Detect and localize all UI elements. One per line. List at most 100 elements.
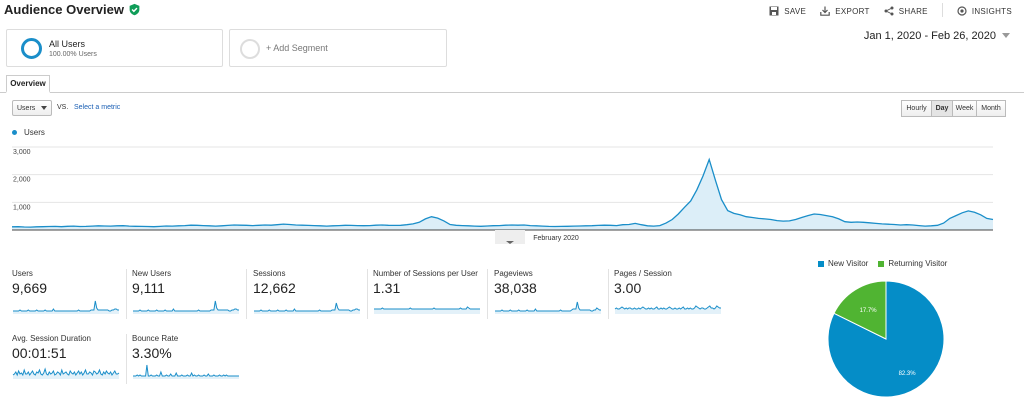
date-range-label: Jan 1, 2020 - Feb 26, 2020 — [863, 30, 996, 42]
metric-sparkline — [13, 300, 119, 314]
page-title-wrap: Audience Overview — [4, 2, 141, 17]
add-segment-label: + Add Segment — [266, 43, 328, 53]
metric-value: 00:01:51 — [12, 345, 67, 361]
export-label: EXPORT — [835, 6, 870, 16]
metric-value: 38,038 — [494, 280, 537, 296]
sparkline-fill — [495, 302, 601, 314]
metric-pageviews[interactable]: Pageviews 38,038 — [494, 269, 604, 319]
metric-divider — [487, 269, 488, 319]
sparkline-fill — [133, 365, 239, 379]
report-actions: SAVE EXPORT SHARE INSIGHTS — [769, 3, 1012, 17]
share-icon — [884, 6, 894, 16]
sparkline-line — [133, 364, 239, 377]
users-area-fill — [12, 159, 993, 230]
metric-value: 3.00 — [614, 280, 642, 296]
metric-sparkline — [495, 301, 601, 314]
metric-sparkline — [133, 300, 239, 314]
sparkline-fill — [254, 303, 360, 314]
metric-select-value: Users — [17, 104, 36, 112]
legend-returning-visitor-label: Returning Visitor — [888, 259, 948, 268]
pie-slice-label: 82.3% — [899, 371, 917, 377]
granularity-month[interactable]: Month — [976, 100, 1006, 117]
visitor-type-pie-chart: 82.3% 17.7% — [827, 280, 945, 398]
metric-label: Number of Sessions per User — [373, 269, 478, 278]
y-tick-label: 1,000 — [13, 204, 31, 211]
sparkline-line — [614, 305, 721, 310]
date-range-picker[interactable]: Jan 1, 2020 - Feb 26, 2020 — [864, 30, 1010, 42]
users-series-dot — [12, 130, 17, 135]
sparkline-fill — [374, 307, 480, 314]
metric-divider — [608, 269, 609, 319]
segment-name: All Users — [49, 39, 86, 49]
y-tick-label: 3,000 — [13, 149, 31, 156]
sparkline-line — [12, 367, 120, 377]
tab-overview[interactable]: Overview — [6, 75, 50, 93]
vs-label: VS. — [57, 104, 69, 111]
legend-returning-visitor[interactable]: Returning Visitor — [878, 259, 947, 268]
users-over-time-chart: 1,000 2,000 3,000 February 2020 — [11, 146, 994, 244]
insights-icon — [957, 6, 967, 16]
save-icon — [769, 6, 779, 16]
select-metric-link[interactable]: Select a metric — [74, 104, 121, 111]
legend-new-visitor[interactable]: New Visitor — [818, 259, 868, 268]
metric-number-of-sessions-per-user[interactable]: Number of Sessions per User 1.31 — [373, 269, 483, 319]
metric-new-users[interactable]: New Users 9,111 — [132, 269, 242, 319]
new-visitor-swatch — [818, 260, 824, 267]
metric-sparkline — [12, 367, 120, 379]
metric-label: Avg. Session Duration — [12, 334, 92, 343]
metric-label: Pageviews — [494, 269, 533, 278]
metric-value: 9,111 — [132, 280, 165, 296]
sparkline-fill — [615, 306, 721, 314]
granularity-hourly[interactable]: Hourly — [901, 100, 932, 117]
metric-value: 3.30% — [132, 345, 172, 361]
pie-slice-label: 17.7% — [860, 308, 878, 314]
metric-label: Sessions — [253, 269, 286, 278]
scroll-handle — [495, 230, 525, 244]
export-icon — [820, 6, 830, 16]
users-series-label: Users — [24, 128, 45, 137]
sparkline-line — [254, 302, 360, 312]
pie-legend: New Visitor Returning Visitor — [818, 259, 947, 268]
metric-avg-session-duration[interactable]: Avg. Session Duration 00:01:51 — [12, 334, 122, 384]
segment-all-users[interactable]: All Users 100.00% Users — [6, 29, 223, 67]
share-label: SHARE — [898, 6, 928, 16]
users-series-line — [11, 157, 994, 228]
add-segment-button[interactable]: + Add Segment — [229, 29, 447, 67]
metric-sparkline — [133, 364, 239, 379]
export-button[interactable]: EXPORT — [820, 5, 870, 17]
metric-select[interactable]: Users — [12, 100, 52, 116]
metric-value: 9,669 — [12, 280, 48, 296]
metric-divider — [126, 269, 127, 319]
sparkline-fill — [133, 301, 239, 314]
granularity-day[interactable]: Day — [931, 100, 953, 117]
sparkline-fill — [13, 301, 119, 314]
metric-sparkline — [614, 305, 721, 314]
caret-down-icon — [41, 106, 47, 110]
metric-label: New Users — [132, 269, 172, 278]
metric-divider — [246, 269, 247, 319]
sparkline-line — [374, 306, 480, 310]
sparkline-line — [133, 300, 239, 312]
legend-new-visitor-label: New Visitor — [828, 259, 869, 268]
page-title: Audience Overview — [4, 2, 124, 17]
pie-slice-returning-visitor — [833, 280, 887, 340]
metric-label: Bounce Rate — [132, 334, 179, 343]
granularity-group: Hourly Day Week Month — [901, 100, 1006, 117]
granularity-week[interactable]: Week — [952, 100, 977, 117]
share-button[interactable]: SHARE — [884, 5, 928, 17]
verified-shield-icon — [129, 3, 140, 16]
insights-button[interactable]: INSIGHTS — [957, 5, 1012, 17]
metric-users[interactable]: Users 9,669 — [12, 269, 122, 319]
actions-divider — [941, 3, 943, 17]
sparkline-line — [13, 300, 119, 312]
chevron-down-icon — [506, 241, 514, 244]
metric-bounce-rate[interactable]: Bounce Rate 3.30% — [132, 334, 242, 384]
metric-sessions[interactable]: Sessions 12,662 — [253, 269, 363, 319]
metric-label: Users — [12, 269, 33, 278]
save-button[interactable]: SAVE — [769, 5, 806, 17]
returning-visitor-swatch — [878, 260, 885, 267]
metric-value: 12,662 — [253, 280, 296, 296]
tab-divider — [0, 92, 1024, 93]
insights-label: INSIGHTS — [971, 6, 1012, 16]
metric-pages-session[interactable]: Pages / Session 3.00 — [614, 269, 724, 319]
